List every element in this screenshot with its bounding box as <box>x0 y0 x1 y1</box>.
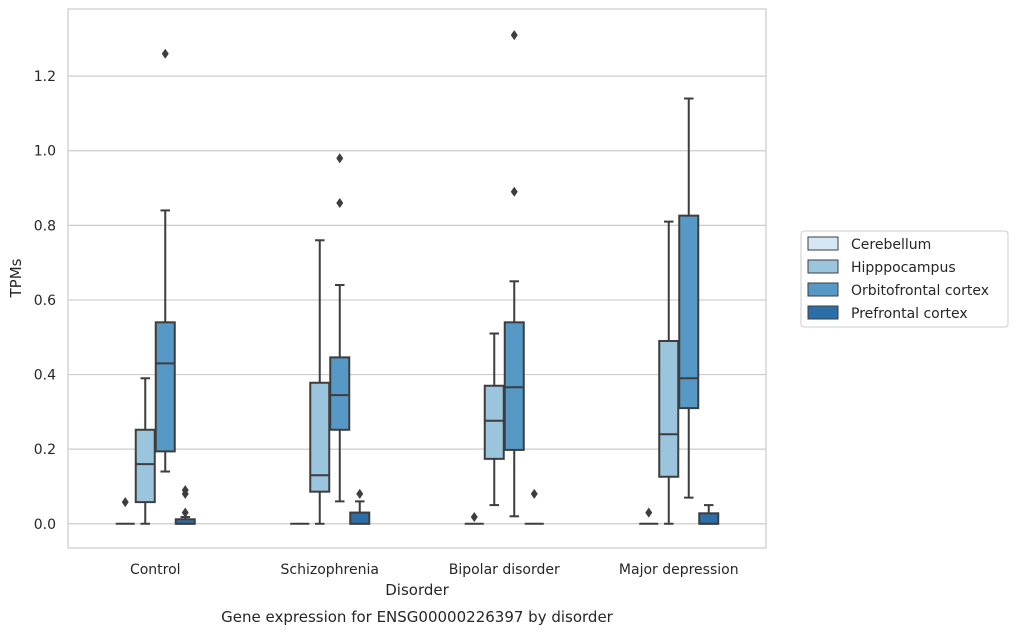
x-tick-label: Control <box>130 562 181 578</box>
box-cerebellum-3 <box>639 507 659 525</box>
box-body <box>309 381 331 493</box>
box-prefrontal-cortex-1 <box>349 488 371 525</box>
outlier-point <box>645 507 653 518</box>
box-body <box>483 384 505 460</box>
legend-item: Orbitofrontal cortex <box>807 282 989 299</box>
box-prefrontal-cortex-2 <box>524 488 544 525</box>
outlier-point <box>181 485 189 496</box>
y-tick-label: 0.2 <box>34 442 56 458</box>
outlier-point <box>510 30 518 41</box>
box-orbitofrontal-cortex-1 <box>329 153 351 503</box>
box-orbitofrontal-cortex-0 <box>154 48 176 473</box>
outlier-point <box>336 197 344 208</box>
series-orbitofrontal-cortex <box>154 30 700 518</box>
box-hipppocampus-1 <box>309 239 331 525</box>
box-cerebellum-2 <box>464 512 484 525</box>
box-prefrontal-cortex-3 <box>698 504 720 525</box>
series-cerebellum <box>115 497 659 525</box>
outlier-point <box>336 153 344 164</box>
y-tick-label: 0.6 <box>34 293 56 309</box>
legend-swatch <box>807 259 839 274</box>
legend-item: Prefrontal cortex <box>807 305 968 322</box>
box-body <box>134 428 156 504</box>
outlier-point <box>121 497 129 508</box>
legend-label: Orbitofrontal cortex <box>851 283 989 299</box>
legend-swatch <box>807 282 839 297</box>
outlier-point <box>161 48 169 59</box>
legend: Cerebellum Hipppocampus Orbitofrontal cort… <box>800 230 1009 328</box>
outlier-point <box>470 512 478 523</box>
outlier-point <box>530 488 538 499</box>
legend-item: Hipppocampus <box>807 259 956 276</box>
legend-label: Prefrontal cortex <box>851 306 968 322</box>
series-prefrontal-cortex <box>174 485 720 525</box>
box-body <box>349 511 371 525</box>
y-tick-label: 0.0 <box>34 517 56 533</box>
x-tick-label: Bipolar disorder <box>449 562 560 578</box>
y-axis-label: TPMs <box>7 258 25 298</box>
x-axis-label: Disorder <box>385 581 449 599</box>
x-tick-label: Schizophrenia <box>281 562 379 578</box>
box-hipppocampus-0 <box>134 377 156 525</box>
box-orbitofrontal-cortex-2 <box>503 30 525 518</box>
outlier-point <box>181 507 189 518</box>
legend-swatch <box>807 236 839 251</box>
box-body <box>329 356 351 431</box>
y-tick-labels: 0.0 0.2 0.4 0.6 0.8 1.0 1.2 <box>34 69 56 533</box>
box-body <box>154 321 176 453</box>
y-tick-label: 1.2 <box>34 69 56 85</box>
legend-label: Cerebellum <box>851 237 931 253</box>
legend-frame <box>800 230 1009 328</box>
box-cerebellum-0 <box>115 497 135 525</box>
y-tick-label: 0.4 <box>34 368 56 384</box>
chart-caption: Gene expression for ENSG00000226397 by d… <box>221 608 614 626</box>
box-prefrontal-cortex-0 <box>174 485 196 525</box>
box-body <box>698 512 720 525</box>
box-body <box>658 339 680 478</box>
y-tick-label: 0.8 <box>34 218 56 234</box>
box-body <box>678 214 700 410</box>
box-hipppocampus-2 <box>483 332 505 507</box>
x-tick-label: Major depression <box>619 562 739 578</box>
plot-area <box>67 8 767 549</box>
box-series <box>115 30 720 525</box>
legend-swatch <box>807 305 839 320</box>
legend-label: Hipppocampus <box>851 260 956 276</box>
outlier-point <box>356 488 364 499</box>
outlier-point <box>510 186 518 197</box>
x-tick-labels: Control Schizophrenia Bipolar disorder Majo… <box>130 562 739 578</box>
box-orbitofrontal-cortex-3 <box>678 97 700 499</box>
box-body <box>503 321 525 451</box>
y-tick-label: 1.0 <box>34 144 56 160</box>
legend-item: Cerebellum <box>807 236 931 253</box>
